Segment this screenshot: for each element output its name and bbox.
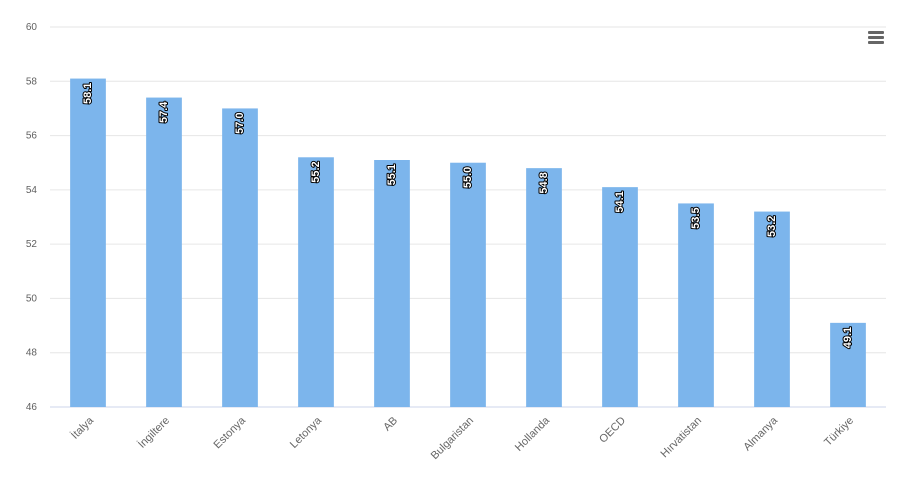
x-tick-label: İngiltere	[135, 414, 172, 451]
y-tick-label: 58	[26, 76, 38, 87]
bar-data-label: 49.1	[842, 327, 854, 348]
bar-data-label: 54.8	[538, 172, 550, 193]
bar-data-label: 57.4	[158, 101, 170, 123]
y-tick-label: 50	[26, 293, 38, 304]
bar	[146, 97, 182, 408]
bar	[70, 78, 106, 408]
bar	[526, 168, 562, 407]
menu-line-icon	[868, 36, 884, 39]
bar	[450, 162, 486, 407]
bar-data-label: 55.0	[462, 167, 474, 188]
bar	[754, 211, 790, 407]
x-tick-label: OECD	[597, 415, 628, 446]
x-tick-label: Letonya	[288, 414, 325, 451]
y-tick-label: 54	[26, 185, 38, 196]
x-tick-label: İtalya	[68, 413, 96, 441]
bar-data-label: 55.1	[386, 164, 398, 185]
x-tick-label: Türkiye	[822, 415, 856, 449]
bar-data-label: 57.0	[234, 112, 246, 133]
y-tick-label: 52	[26, 239, 38, 250]
bar	[678, 203, 714, 407]
x-tick-label: Estonya	[212, 414, 249, 451]
bar-data-label: 58.1	[82, 83, 94, 104]
y-tick-label: 60	[26, 22, 38, 33]
hamburger-menu-icon[interactable]	[864, 26, 888, 48]
bar-data-label: 54.1	[614, 191, 626, 212]
x-tick-label: Bulgaristan	[429, 415, 476, 462]
x-tick-label: Hollanda	[513, 414, 553, 454]
bar	[830, 322, 866, 407]
bar	[298, 157, 334, 407]
bar	[222, 108, 258, 407]
x-tick-label: Hırvatistan	[658, 415, 704, 461]
bar-data-label: 53.2	[766, 216, 778, 237]
x-tick-label: AB	[381, 415, 400, 434]
bar	[374, 160, 410, 407]
bar-data-label: 55.2	[310, 161, 322, 182]
menu-line-icon	[868, 41, 884, 44]
y-tick-label: 46	[26, 402, 38, 413]
bar	[602, 187, 638, 407]
y-tick-label: 48	[26, 348, 38, 359]
menu-line-icon	[868, 31, 884, 34]
x-tick-label: Almanya	[741, 414, 780, 453]
y-tick-label: 56	[26, 131, 38, 142]
bar-data-label: 53.5	[690, 207, 702, 228]
